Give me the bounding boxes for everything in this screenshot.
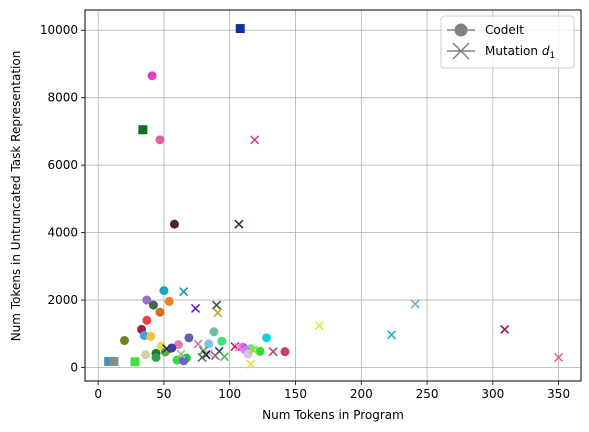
x-axis-ticks: 0 50 100 150 200 250 300 350 [94, 381, 570, 401]
y-axis-ticks: 0 2000 4000 6000 8000 10000 [40, 23, 85, 375]
legend-box [440, 15, 575, 69]
mutation-point [234, 342, 244, 352]
x-tick-label: 0 [94, 387, 102, 401]
codeit-point [148, 300, 158, 310]
codeit-point [109, 356, 119, 366]
y-tick-label: 10000 [40, 23, 78, 37]
codeit-point [262, 333, 272, 343]
codeit-point [164, 296, 174, 306]
codeit-point [151, 352, 161, 362]
legend-codeit-label: CodeIt [485, 23, 524, 37]
codeit-point [104, 356, 114, 366]
mutation-point [179, 287, 189, 297]
legend-codeit-marker [454, 23, 468, 37]
codeit-point [119, 336, 129, 346]
legend-mutation-subscript: 1 [549, 51, 555, 61]
mutation-point [248, 345, 258, 355]
mutation-point [410, 299, 420, 309]
mutation-point [198, 346, 208, 356]
legend-mutation-text: Mutation [485, 44, 538, 58]
mutation-point [554, 352, 564, 362]
mutation-point [201, 350, 211, 360]
codeit-point [184, 333, 194, 343]
codeit-point [280, 347, 290, 357]
mutation-point [211, 300, 222, 310]
y-axis-label: Num Tokens in Untruncated Task Represent… [9, 51, 23, 342]
codeit-point [141, 350, 151, 360]
mutation-point [213, 308, 223, 318]
mutation-point [210, 351, 220, 361]
plot-frame [84, 9, 582, 382]
codeit-point [204, 339, 214, 349]
codeit-point [155, 307, 165, 317]
y-tick-label: 8000 [47, 91, 78, 105]
y-tick-label: 6000 [47, 158, 78, 172]
y-tick-label: 4000 [47, 226, 78, 240]
y-tick-label: 0 [70, 361, 78, 375]
legend-mutation-marker [452, 42, 470, 60]
codeit-point [159, 286, 169, 296]
legend: CodeIt Mutation d1 [440, 15, 575, 69]
x-tick-label: 200 [350, 387, 373, 401]
codeit-point [209, 327, 219, 337]
x-tick-label: 350 [547, 387, 570, 401]
codeit-point [179, 356, 189, 366]
mutation-point [176, 349, 186, 359]
codeit-point [217, 336, 227, 346]
grid-y [85, 29, 581, 368]
mutation-point [219, 352, 230, 362]
mutation-point [314, 321, 324, 331]
data-points [104, 24, 564, 369]
codeit-point [155, 135, 165, 145]
mutation-point [500, 324, 510, 334]
mutation-point [386, 330, 397, 340]
x-tick-label: 50 [156, 387, 171, 401]
codeit-point [169, 219, 179, 229]
mutation-point [190, 303, 201, 314]
x-tick-label: 100 [218, 387, 241, 401]
x-tick-label: 150 [284, 387, 307, 401]
legend-mutation-d-symbol: d [542, 44, 550, 58]
codeit-point [146, 331, 156, 341]
mutation-point [250, 135, 260, 145]
mutation-point [197, 352, 207, 362]
codeit-point [139, 330, 149, 340]
legend-mutation-label: Mutation d1 [485, 44, 555, 61]
codeit-point [138, 125, 148, 135]
codeit-point [147, 71, 157, 81]
codeit-point [235, 24, 245, 34]
mutation-point [193, 339, 203, 349]
mutation-point [268, 347, 278, 357]
grid-x [97, 10, 560, 381]
mutation-point [234, 219, 244, 229]
mutation-point [162, 344, 172, 354]
codeit-point [243, 349, 253, 359]
codeit-point [142, 295, 152, 305]
y-tick-label: 2000 [47, 293, 78, 307]
plot-background [85, 10, 581, 381]
codeit-point [172, 355, 182, 365]
mutation-point [246, 359, 256, 369]
x-tick-label: 300 [481, 387, 504, 401]
x-tick-label: 250 [416, 387, 439, 401]
codeit-point [130, 357, 140, 367]
x-axis-label: Num Tokens in Program [262, 408, 404, 422]
codeit-point [142, 315, 152, 325]
